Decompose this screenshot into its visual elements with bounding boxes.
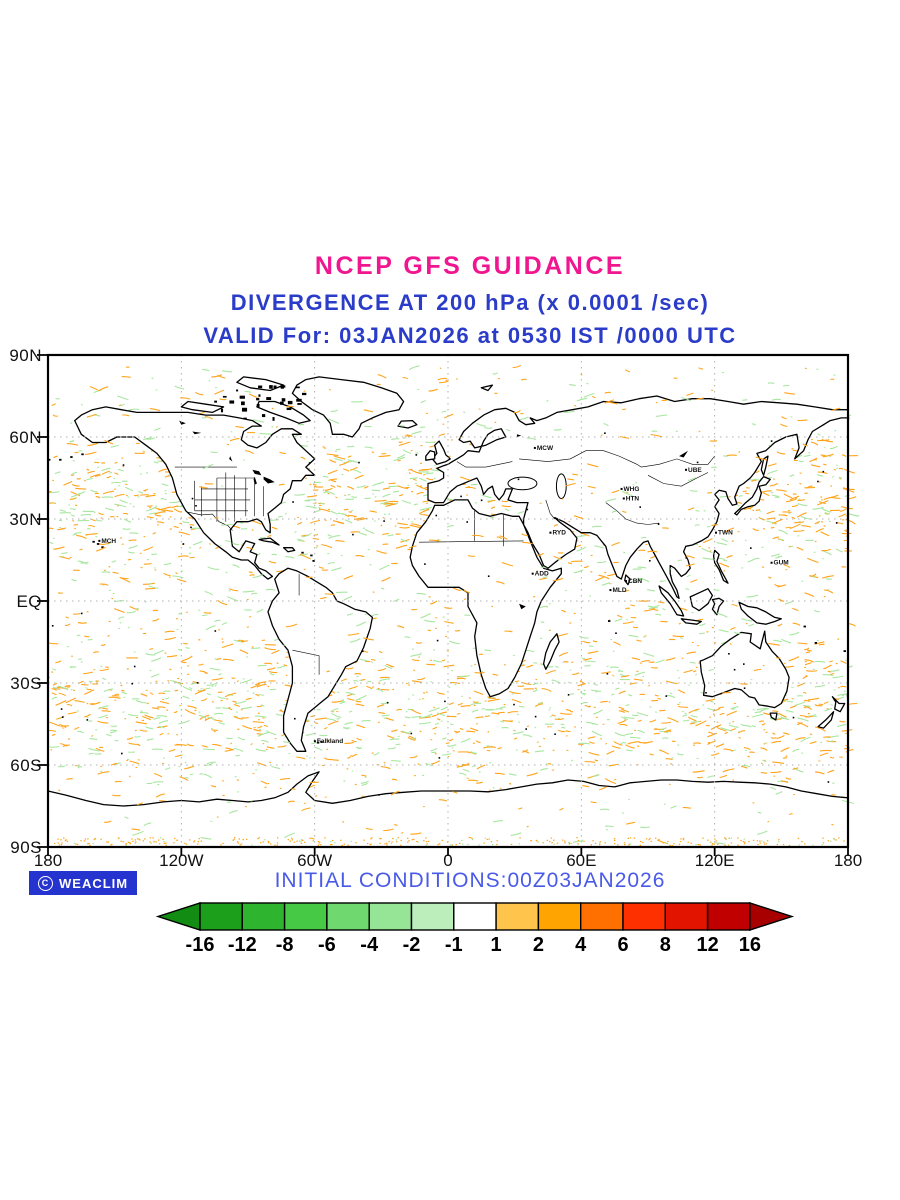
- station-label-ADD: ADD: [535, 571, 549, 578]
- station-label-MCW: MCW: [537, 445, 554, 452]
- colorbar-label--8: -8: [276, 934, 294, 956]
- colorbar-segment-6: [453, 902, 497, 931]
- colorbar-segment-9: [580, 902, 624, 931]
- small-islands: [48, 385, 846, 744]
- colorbar-label-4: 4: [575, 934, 587, 956]
- colorbar-label-1: 1: [491, 934, 502, 956]
- inland-seas: [507, 473, 567, 499]
- station-label-CBN: CBN: [628, 578, 642, 585]
- x-axis-label-60E-4: 60E: [566, 851, 597, 870]
- initial-conditions-line: INITIAL CONDITIONS:00Z03JAN2026: [274, 869, 666, 892]
- graticule-gridlines: [48, 355, 848, 847]
- chart-subtitle: DIVERGENCE AT 200 hPa (x 0.0001 /sec): [230, 290, 710, 315]
- colorbar-label--6: -6: [318, 934, 336, 956]
- station-label-MCH: MCH: [101, 538, 116, 545]
- copyright-icon: C: [38, 875, 53, 891]
- weaclim-logo-badge: C WEACLIM: [29, 871, 138, 895]
- axis-ticks: [37, 354, 849, 856]
- y-axis-label-60S: 60S: [10, 756, 42, 775]
- station-label-HTN: HTN: [626, 496, 640, 503]
- x-axis-label-180-6: 180: [833, 851, 863, 870]
- colorbar-segment-4: [368, 902, 413, 931]
- colorbar-label--2: -2: [403, 934, 421, 956]
- colorbar-label-6: 6: [617, 934, 628, 956]
- y-axis-label-90S: 90S: [10, 838, 42, 857]
- colorbar-legend: -16 -12 -8 -6 -4 -2 -1 1 2 4 6 8 12 16: [155, 902, 795, 956]
- colorbar-segment-1: [241, 902, 286, 931]
- colorbar-label-12: 12: [696, 934, 718, 956]
- weaclim-logo-text: WEACLIM: [59, 875, 129, 891]
- colorbar-segment-8: [537, 902, 582, 931]
- station-label-Falkland: Falkland: [317, 738, 343, 745]
- y-axis-label-EQ: EQ: [16, 592, 42, 611]
- y-axis-label-30N: 30N: [9, 510, 42, 529]
- y-axis-label-60N: 60N: [9, 428, 42, 447]
- colorbar-label--16: -16: [186, 934, 215, 956]
- lakes-layer: [179, 420, 688, 610]
- valid-time-line: VALID For: 03JAN2026 at 0530 IST /0000 U…: [203, 323, 737, 348]
- station-label-GUM: GUM: [774, 560, 789, 567]
- y-axis-label-30S: 30S: [10, 674, 42, 693]
- station-label-TWN: TWN: [718, 530, 733, 537]
- colorbar-segment-2: [283, 902, 328, 931]
- world-map-plot: MCH MCW UBE WHG HTN RYD ADD MLD CBN TWN GUM Falklan…: [36, 349, 860, 859]
- station-label-RYD: RYD: [552, 530, 566, 537]
- colorbar-label--4: -4: [360, 934, 379, 956]
- colorbar-segment-10: [622, 902, 666, 931]
- colorbar-segment-12: [706, 902, 751, 931]
- colorbar-label-16: 16: [739, 934, 761, 956]
- x-axis-label-120W-1: 120W: [159, 851, 204, 870]
- x-axis-label-120E-5: 120E: [694, 851, 735, 870]
- colorbar-left-arrow: [155, 902, 201, 931]
- divergence-speckles-overlay: [47, 364, 854, 847]
- x-axis-label-0-3: 0: [443, 851, 453, 870]
- colorbar-label--1: -1: [445, 934, 463, 956]
- colorbar-label--12: -12: [228, 934, 257, 956]
- colorbar-segment-0: [199, 902, 243, 931]
- colorbar-label-2: 2: [533, 934, 544, 956]
- colorbar-segment-3: [326, 902, 370, 931]
- y-axis-label-90N: 90N: [9, 346, 42, 365]
- colorbar-label-8: 8: [660, 934, 671, 956]
- colorbar-right-arrow: [749, 902, 795, 931]
- x-axis-label-180-0: 180: [33, 851, 63, 870]
- station-label-UBE: UBE: [688, 467, 702, 474]
- station-label-WHG: WHG: [624, 486, 640, 493]
- page-title: NCEP GFS GUIDANCE: [314, 252, 626, 280]
- colorbar-segment-11: [664, 902, 709, 931]
- x-axis-label-60W-2: 60W: [297, 851, 333, 870]
- station-label-MLD: MLD: [612, 587, 626, 594]
- colorbar-segment-5: [410, 902, 455, 931]
- colorbar-segment-7: [495, 902, 540, 931]
